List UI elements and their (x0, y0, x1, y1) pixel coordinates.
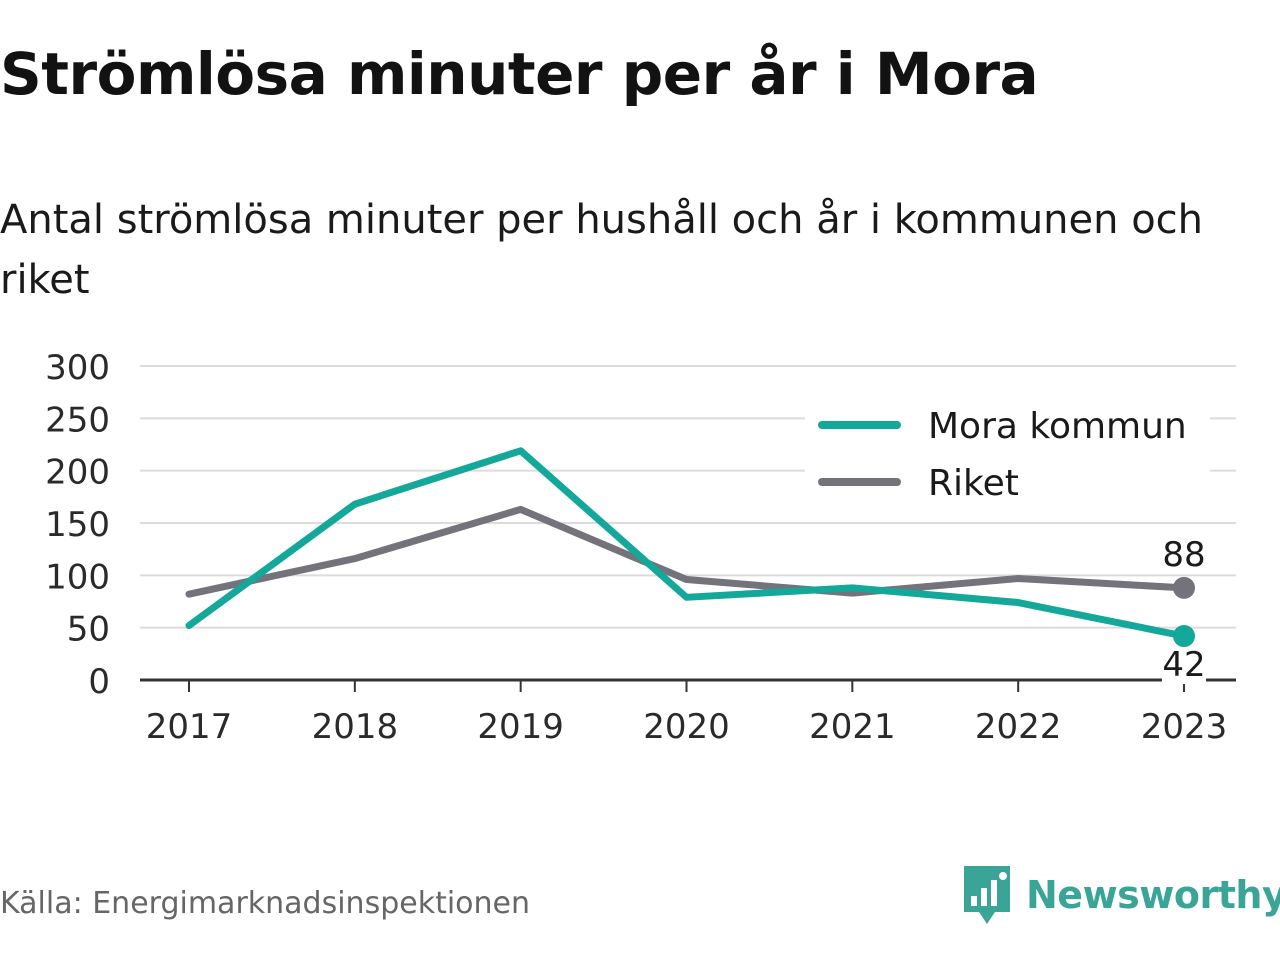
x-tick-label: 2021 (809, 707, 896, 747)
series-lines: 42 88 (185, 447, 1206, 685)
x-tick-label: 2019 (477, 707, 564, 747)
y-axis-ticks: 0 50 100 150 200 250 300 (45, 348, 110, 702)
source-note: Källa: Energimarknadsinspektionen (0, 886, 531, 921)
y-tick-label: 200 (45, 453, 110, 493)
legend-label: Riket (928, 463, 1019, 504)
x-tick-label: 2022 (975, 707, 1062, 747)
x-tick-label: 2017 (146, 707, 233, 747)
brand-logo: Newsworthy (962, 862, 1280, 928)
end-point-mora-kommun (1173, 625, 1195, 648)
y-tick-label: 100 (45, 557, 110, 597)
y-tick-label: 250 (45, 400, 110, 440)
legend-background (805, 397, 1210, 509)
end-label-bg (1162, 648, 1206, 685)
newsworthy-logo-icon (964, 866, 1010, 924)
legend-label: Mora kommun (928, 406, 1187, 447)
end-value-label: 88 (1162, 535, 1205, 575)
y-tick-label: 300 (45, 348, 110, 388)
end-value-label: 42 (1162, 645, 1205, 685)
x-axis: 2017 2018 2019 2020 2021 2022 2023 (140, 678, 1236, 747)
y-tick-label: 150 (45, 505, 110, 545)
x-tick-label: 2023 (1141, 707, 1228, 747)
y-tick-label: 0 (88, 662, 110, 702)
brand-name: Newsworthy (1026, 873, 1280, 917)
legend: Mora kommun Riket (805, 397, 1210, 509)
chart-title: Strömlösa minuter per år i Mora (0, 40, 1039, 108)
x-tick-label: 2018 (312, 707, 399, 747)
y-tick-label: 50 (67, 610, 110, 650)
chart-subtitle: Antal strömlösa minuter per hushåll och … (0, 197, 1204, 303)
end-point-riket (1173, 576, 1195, 599)
x-tick-label: 2020 (643, 707, 730, 747)
